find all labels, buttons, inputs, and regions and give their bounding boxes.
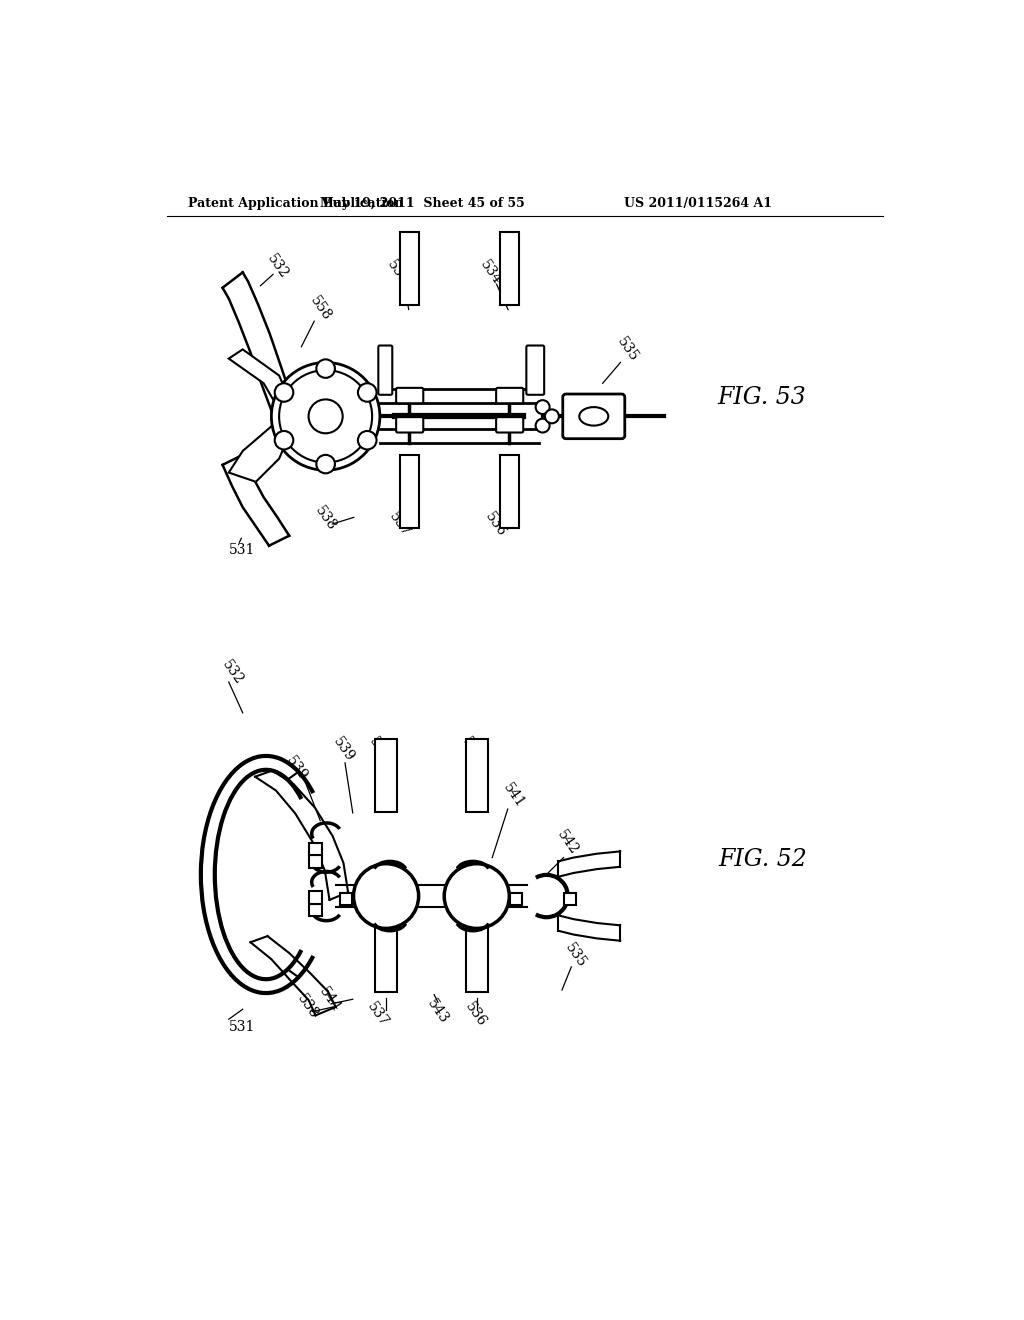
FancyBboxPatch shape (563, 395, 625, 438)
Bar (340, 894, 352, 906)
Bar (466, 907, 487, 991)
Text: 543: 543 (425, 997, 452, 1027)
FancyBboxPatch shape (396, 388, 423, 404)
Text: 531: 531 (228, 1020, 255, 1034)
Text: 532: 532 (264, 251, 291, 281)
Circle shape (271, 363, 380, 470)
Bar (400, 455, 420, 528)
Text: 533: 533 (367, 735, 393, 764)
Text: 541: 541 (501, 781, 527, 810)
Text: 533: 533 (384, 257, 411, 288)
Text: May 19, 2011  Sheet 45 of 55: May 19, 2011 Sheet 45 of 55 (321, 197, 525, 210)
Text: FIG. 52: FIG. 52 (719, 847, 807, 871)
Text: 544: 544 (316, 985, 343, 1014)
Circle shape (316, 359, 335, 378)
Text: 542: 542 (555, 828, 582, 857)
Text: 536: 536 (482, 510, 509, 540)
Text: 536: 536 (462, 999, 488, 1030)
Text: 558: 558 (307, 294, 334, 323)
Circle shape (358, 383, 377, 401)
Circle shape (353, 863, 419, 928)
FancyBboxPatch shape (496, 388, 523, 404)
Bar (500, 231, 519, 305)
Bar (309, 855, 322, 867)
FancyBboxPatch shape (496, 417, 523, 433)
Bar (309, 891, 322, 904)
Circle shape (536, 400, 550, 414)
Bar (309, 904, 322, 916)
Text: 535: 535 (562, 941, 589, 970)
Text: 537: 537 (365, 999, 391, 1030)
Text: 534: 534 (477, 257, 504, 288)
FancyBboxPatch shape (396, 417, 423, 433)
Text: 531: 531 (228, 543, 255, 557)
Text: 539: 539 (330, 735, 356, 764)
Circle shape (316, 455, 335, 474)
Bar (309, 843, 322, 855)
Circle shape (274, 383, 293, 401)
FancyBboxPatch shape (378, 346, 392, 395)
Bar (500, 455, 519, 528)
Bar (466, 739, 487, 812)
Text: 534: 534 (460, 735, 486, 764)
Circle shape (308, 400, 343, 433)
Text: 535: 535 (614, 334, 641, 364)
Text: US 2011/0115264 A1: US 2011/0115264 A1 (624, 197, 772, 210)
Text: Patent Application Publication: Patent Application Publication (188, 197, 403, 210)
FancyBboxPatch shape (526, 346, 544, 395)
Circle shape (444, 863, 509, 928)
Text: 537: 537 (386, 510, 413, 540)
Text: FIG. 53: FIG. 53 (717, 385, 806, 409)
Text: 532: 532 (219, 657, 246, 688)
Bar (400, 231, 420, 305)
Bar (375, 739, 397, 812)
Bar (563, 894, 575, 906)
Polygon shape (228, 350, 297, 416)
Circle shape (358, 430, 377, 449)
Bar (510, 894, 522, 906)
Circle shape (274, 430, 293, 449)
Text: 538: 538 (295, 993, 322, 1022)
Polygon shape (228, 416, 297, 482)
Circle shape (545, 409, 559, 424)
Bar (375, 907, 397, 991)
Text: 538: 538 (312, 504, 339, 533)
Circle shape (536, 418, 550, 433)
Text: 539: 539 (284, 754, 310, 783)
